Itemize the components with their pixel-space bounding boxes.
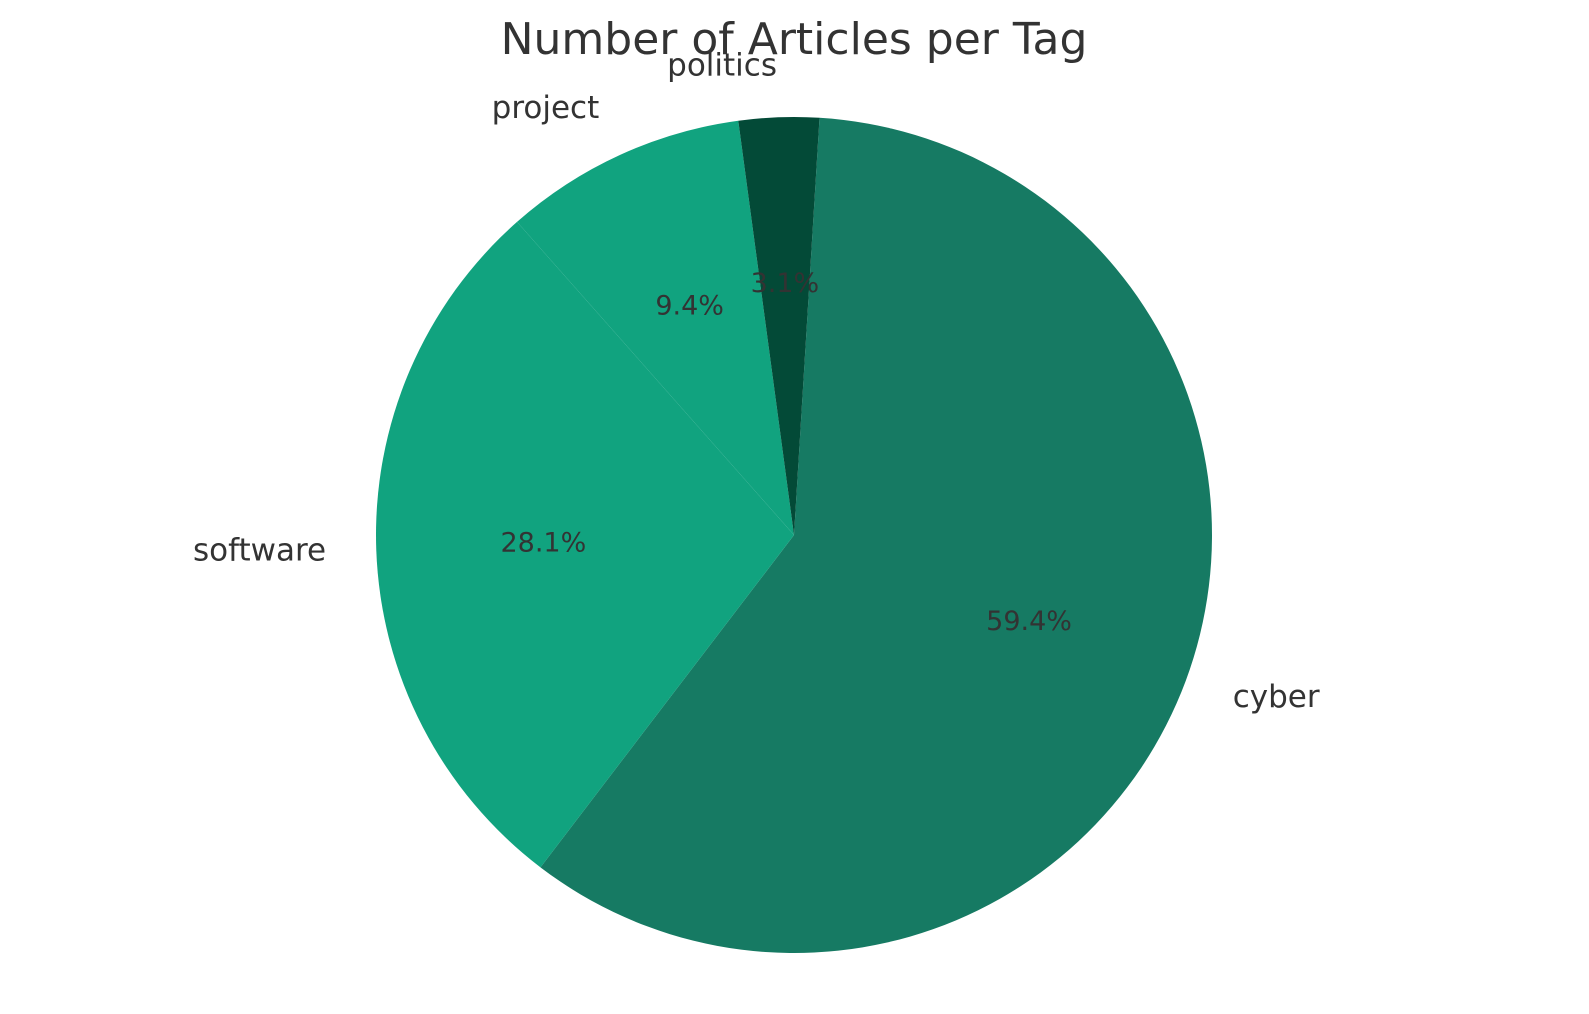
pie-slice-cyber bbox=[540, 117, 1213, 953]
pie-slices bbox=[376, 116, 1213, 953]
pie-slice-politics bbox=[738, 116, 820, 535]
slice-label-software: software bbox=[193, 532, 326, 568]
pie-slice-software bbox=[376, 221, 794, 868]
percent-label-software: 28.1% bbox=[500, 528, 586, 559]
slice-label-project: project bbox=[492, 90, 600, 126]
percent-label-cyber: 59.4% bbox=[986, 606, 1072, 637]
percent-label-project: 9.4% bbox=[655, 290, 724, 321]
percent-label-politics: 3.1% bbox=[751, 268, 820, 299]
pie-slice-project bbox=[517, 120, 794, 535]
chart-title: Number of Articles per Tag bbox=[501, 14, 1088, 65]
slice-label-politics: politics bbox=[667, 48, 777, 84]
pie-labels: cyber 59.4% software 28.1% project 9.4% politi… bbox=[193, 48, 1320, 715]
slice-label-cyber: cyber bbox=[1233, 679, 1320, 715]
